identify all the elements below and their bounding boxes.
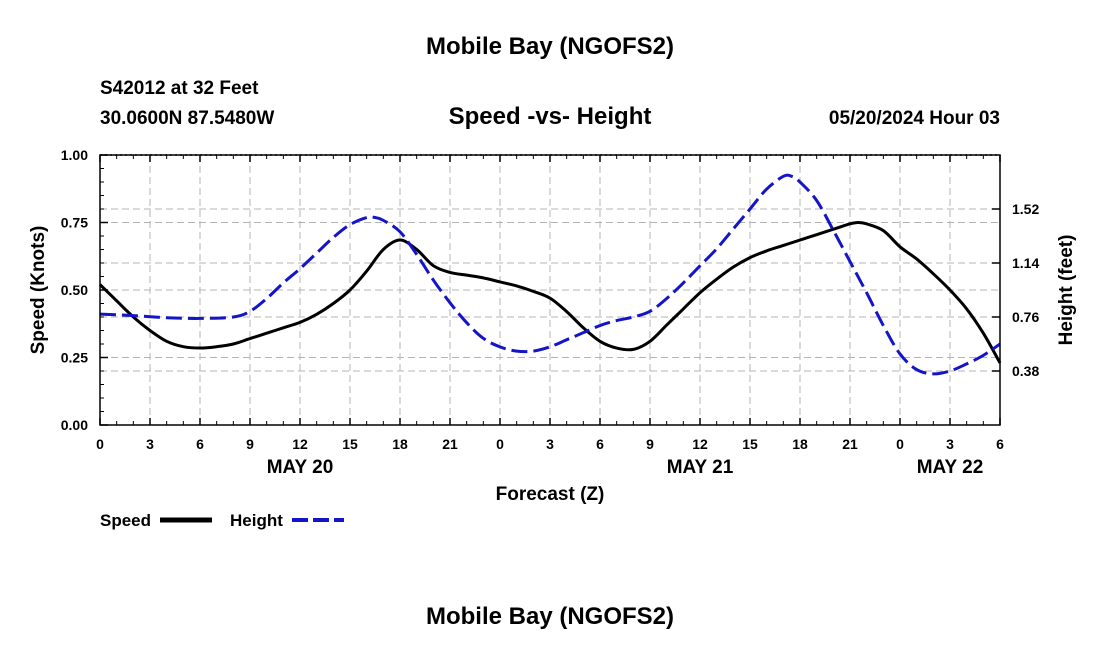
- series-speed-line: [98, 221, 1002, 364]
- x-tick-label: 21: [442, 436, 458, 452]
- coords-label: 30.0600N 87.5480W: [100, 108, 274, 129]
- x-tick-label: 0: [896, 436, 904, 452]
- legend-height-label: Height: [230, 511, 283, 530]
- y-left-tick-label: 0.25: [61, 350, 88, 366]
- chart-title: Speed -vs- Height: [449, 103, 652, 130]
- x-tick-label: 6: [196, 436, 204, 452]
- x-tick-label: 3: [146, 436, 154, 452]
- page-title-bottom: Mobile Bay (NGOFS2): [426, 603, 674, 630]
- y-left-tick-label: 0.00: [61, 417, 88, 433]
- x-tick-label: 6: [996, 436, 1004, 452]
- series-layer: [98, 173, 1002, 376]
- x-tick-label: 9: [246, 436, 254, 452]
- y-axis-left-title: Speed (Knots): [28, 226, 49, 355]
- legend: Speed Height: [100, 511, 344, 530]
- x-tick-label: 12: [692, 436, 708, 452]
- x-tick-label: 18: [792, 436, 808, 452]
- y-left-tick-label: 1.00: [61, 147, 88, 163]
- y-left-tick-label: 0.75: [61, 215, 88, 231]
- x-tick-label: 21: [842, 436, 858, 452]
- station-label: S42012 at 32 Feet: [100, 78, 259, 99]
- x-tick-label: 0: [496, 436, 504, 452]
- x-tick-label: 6: [596, 436, 604, 452]
- x-tick-label: 18: [392, 436, 408, 452]
- y-axis-right-title: Height (feet): [1056, 235, 1077, 346]
- x-tick-label: 9: [646, 436, 654, 452]
- date-label: MAY 22: [917, 457, 984, 478]
- page-title-top: Mobile Bay (NGOFS2): [426, 33, 674, 60]
- legend-speed-label: Speed: [100, 511, 151, 530]
- x-tick-label: 3: [946, 436, 954, 452]
- date-label: MAY 20: [267, 457, 334, 478]
- y-right-tick-label: 0.76: [1012, 309, 1039, 325]
- date-label: MAY 21: [667, 457, 734, 478]
- timestamp-label: 05/20/2024 Hour 03: [829, 108, 1000, 129]
- y-right-tick-label: 0.38: [1012, 363, 1039, 379]
- y-right-tick-label: 1.52: [1012, 201, 1039, 217]
- y-left-tick-label: 0.50: [61, 282, 88, 298]
- y-right-tick-label: 1.14: [1012, 255, 1039, 271]
- x-tick-label: 0: [96, 436, 104, 452]
- x-axis-title: Forecast (Z): [496, 484, 605, 505]
- x-tick-label: 3: [546, 436, 554, 452]
- x-tick-label: 15: [342, 436, 358, 452]
- grid: [100, 155, 1000, 425]
- axes: 0 3 6 9 12 15 18 21 0 3 6 9 12 15 18 21 0 3 6 MAY 20 MAY 21 M…: [61, 147, 1040, 478]
- series-height-line: [99, 173, 1001, 376]
- x-tick-label: 12: [292, 436, 308, 452]
- x-tick-label: 15: [742, 436, 758, 452]
